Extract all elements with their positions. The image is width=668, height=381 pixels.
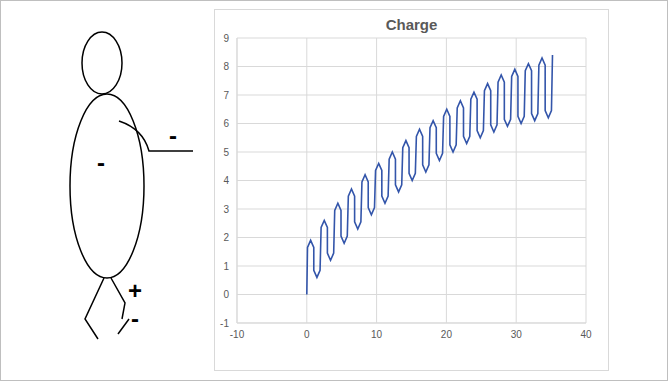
- svg-text:5: 5: [223, 147, 229, 158]
- svg-text:-: -: [169, 122, 177, 149]
- svg-text:6: 6: [223, 118, 229, 129]
- svg-text:20: 20: [441, 329, 453, 340]
- svg-text:7: 7: [223, 90, 229, 101]
- svg-text:+: +: [128, 277, 142, 304]
- svg-text:-1: -1: [220, 318, 229, 329]
- svg-text:30: 30: [511, 329, 523, 340]
- svg-text:-: -: [131, 305, 139, 332]
- svg-text:2: 2: [223, 232, 229, 243]
- svg-text:-: -: [97, 149, 105, 176]
- svg-text:40: 40: [580, 329, 592, 340]
- svg-text:1: 1: [223, 261, 229, 272]
- svg-text:0: 0: [304, 329, 310, 340]
- svg-text:0: 0: [223, 289, 229, 300]
- svg-text:-10: -10: [230, 329, 245, 340]
- svg-text:10: 10: [371, 329, 383, 340]
- svg-text:4: 4: [223, 175, 229, 186]
- svg-text:8: 8: [223, 61, 229, 72]
- html-text:Charge: Charge: [385, 16, 438, 33]
- svg-text:9: 9: [223, 33, 229, 44]
- svg-text:3: 3: [223, 204, 229, 215]
